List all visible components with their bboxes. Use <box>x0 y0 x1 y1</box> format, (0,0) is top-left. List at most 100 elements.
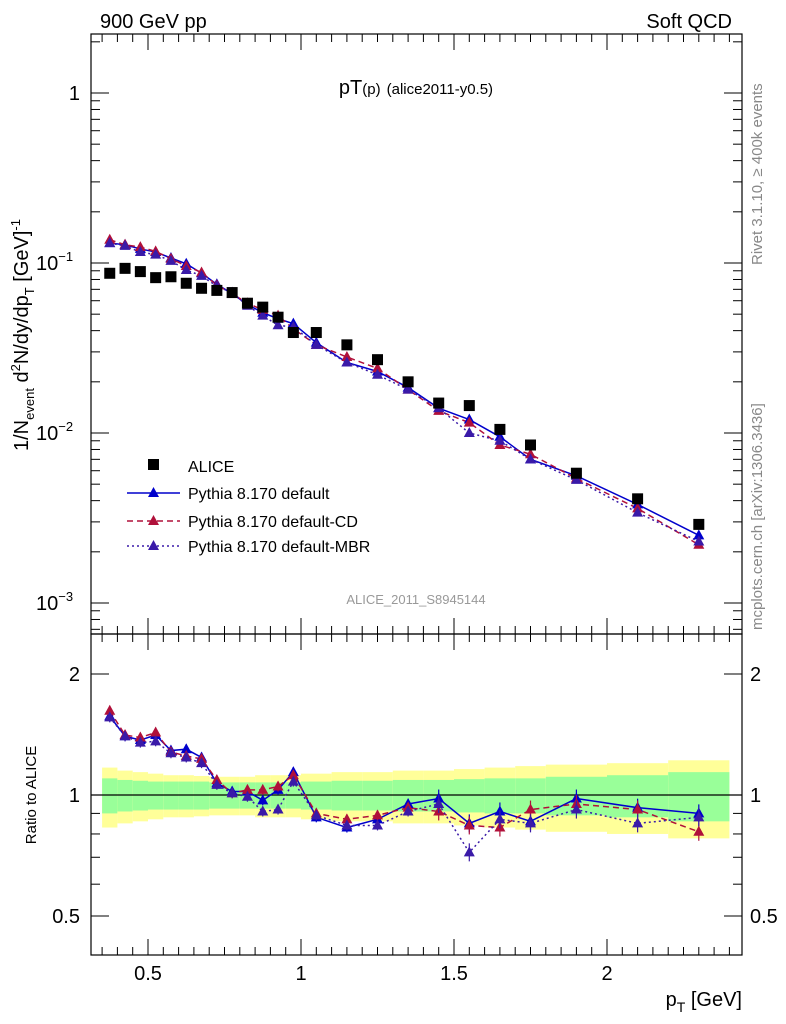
ratio-line <box>109 716 699 854</box>
series-marker <box>119 239 131 250</box>
ratio-marker <box>150 735 162 746</box>
ratio-marker <box>494 813 506 824</box>
alice-point <box>196 282 208 294</box>
series-marker <box>134 246 146 257</box>
band-inner <box>102 778 118 814</box>
ratio-marker <box>257 805 269 816</box>
ratio-marker <box>241 790 253 801</box>
bottom-axis-ticks: 0.5 1 1.5 2 0.5 0.5 1 1 2 2 <box>52 634 778 985</box>
y-tick-exponent: −1 <box>58 249 73 264</box>
ratio-y-tick-label-right: 0.5 <box>750 906 778 928</box>
x-tick-label: 2 <box>601 963 612 985</box>
series-marker <box>402 383 414 394</box>
ratio-y-tick-label-right: 1 <box>750 785 761 807</box>
ylabel-a: 1/N <box>11 420 33 451</box>
x-axis-label: pT [GeV] <box>666 989 742 1015</box>
ratio-marker <box>693 811 705 822</box>
alice-point <box>119 262 131 274</box>
alice-point <box>241 297 253 309</box>
alice-point <box>180 277 192 289</box>
ratio-marker <box>257 794 269 805</box>
y-axis-label: 1/Nevent d2N/dy/dpT [GeV]-1 <box>8 219 37 451</box>
alice-point <box>494 423 506 435</box>
ratio-marker <box>310 809 322 820</box>
y-tick-label: 10−1 <box>36 249 73 275</box>
ratio-marker <box>104 704 116 715</box>
y-tick-base: 10 <box>36 253 58 275</box>
ratio-panel: 0.5 1 1.5 2 0.5 0.5 1 1 2 2 Ratio to ALICE pT [Ge… <box>23 633 778 1015</box>
alice-point <box>257 301 269 313</box>
legend-marker-mbr <box>148 540 159 550</box>
legend: ALICE Pythia 8.170 default Pythia 8.170 … <box>127 459 370 556</box>
ratio-marker <box>372 819 383 830</box>
ratio-marker <box>341 813 353 824</box>
alice-point <box>341 339 353 351</box>
alice-point <box>693 518 705 530</box>
y-tick-label: 10−3 <box>36 589 73 615</box>
alice-point <box>226 287 238 299</box>
header-right: Soft QCD <box>646 11 732 33</box>
alice-point <box>104 267 116 279</box>
ratio-y-tick-label: 1 <box>69 785 80 807</box>
plot-title: pT(p) (alice2011-y0.5) <box>339 77 493 99</box>
series-marker <box>570 473 582 484</box>
band-inner <box>132 780 148 811</box>
ratio-y-tick-label-right: 2 <box>750 664 761 686</box>
top-axis-ticks: 110−110−210−3 <box>36 34 742 634</box>
xlabel-c: [GeV] <box>685 989 742 1011</box>
ratio-y-label: Ratio to ALICE <box>23 746 40 844</box>
xlabel-b: T <box>677 999 686 1015</box>
ratio-marker <box>341 819 353 830</box>
legend-marker-cd <box>148 515 159 525</box>
ratio-marker <box>570 803 582 814</box>
y-tick-exponent: −3 <box>58 589 73 604</box>
analysis-label: ALICE_2011_S8945144 <box>346 592 485 607</box>
plot-title-main: pT <box>339 77 362 99</box>
ratio-marker <box>150 726 162 737</box>
ratio-marker <box>272 803 284 814</box>
alice-point <box>134 266 146 278</box>
series-marker <box>180 263 192 274</box>
legend-label-mbr: Pythia 8.170 default-MBR <box>188 539 370 556</box>
ratio-marker <box>632 803 644 814</box>
ratio-marker <box>165 747 177 758</box>
ratio-marker <box>402 805 414 816</box>
alice-point <box>272 311 284 323</box>
ratio-marker <box>463 819 475 830</box>
ylabel-h: -1 <box>8 219 23 231</box>
ratio-marker <box>119 730 131 741</box>
ratio-y-tick-label: 2 <box>69 664 80 686</box>
alice-point <box>525 439 536 451</box>
ratio-y-tick-label: 0.5 <box>52 906 80 928</box>
alice-point <box>372 354 383 366</box>
x-tick-label: 1.5 <box>440 963 468 985</box>
alice-point <box>632 493 644 505</box>
series-marker <box>494 434 506 445</box>
ylabel-c: d <box>11 371 33 388</box>
plot-title-paren: (p) <box>362 81 380 98</box>
legend-label-alice: ALICE <box>188 459 234 476</box>
bottom-frame <box>90 633 743 956</box>
ratio-marker <box>180 743 192 754</box>
series-marker <box>165 254 177 265</box>
ratio-line <box>109 710 700 833</box>
series-marker <box>257 309 269 320</box>
series-marker <box>693 535 705 546</box>
y-tick-base: 10 <box>36 423 58 445</box>
rivet-label: Rivet 3.1.10, ≥ 400k events <box>749 83 766 265</box>
ylabel-e: N/dy/dp <box>11 295 33 364</box>
series-marker <box>310 338 322 349</box>
ratio-marker <box>463 846 475 857</box>
header-left: 900 GeV pp <box>100 11 207 33</box>
legend-label-default: Pythia 8.170 default <box>188 486 330 503</box>
ratio-marker <box>134 731 146 742</box>
alice-point <box>310 327 322 339</box>
series-marker <box>196 269 208 280</box>
series-marker <box>632 506 644 517</box>
ratio-series-group <box>104 704 705 862</box>
ratio-marker <box>180 751 192 762</box>
alice-point <box>402 376 414 388</box>
ratio-marker <box>241 783 253 794</box>
series-marker <box>463 416 475 427</box>
legend-marker-default <box>148 487 159 497</box>
